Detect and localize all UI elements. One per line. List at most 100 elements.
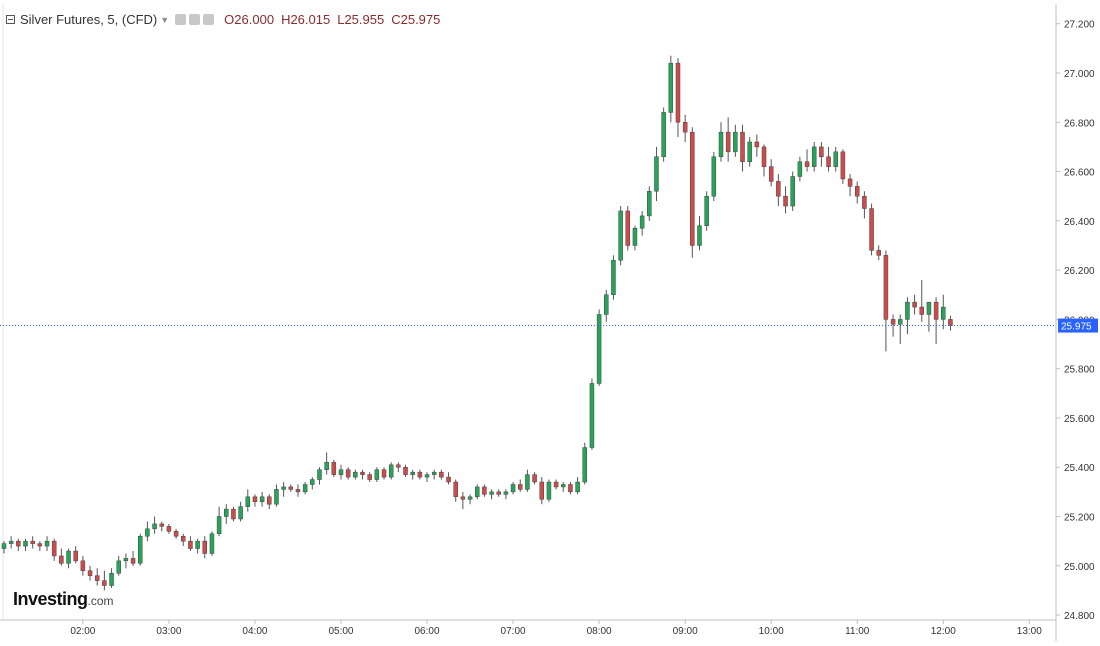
candle-body-up [410,471,415,475]
candle-body-up [274,489,279,505]
candle [639,210,645,236]
price-tick-label: 26.600 [1064,168,1095,179]
candle [302,482,308,495]
candle-body-up [797,161,803,177]
legend-low: L25.955 [337,12,384,27]
candle [252,494,258,507]
candle-body-up [238,506,243,520]
candle-body-down [804,161,810,167]
candle-body-down [761,146,767,167]
candle-body-down [252,496,258,502]
candle-body-down [439,471,444,478]
candle [776,174,781,207]
candle [890,314,896,337]
candle-body-down [181,535,186,542]
candle [697,215,702,251]
candle [1,541,7,554]
candle [295,484,301,497]
candle-body-down [854,186,860,197]
legend-low-value: 25.955 [344,12,385,27]
candle [388,462,394,480]
chart-legend: Silver Futures, 5, (CFD) ▼ O26.000 H26.0… [6,12,440,27]
time-axis[interactable]: 02:00 03:00 04:00 05:00 06:00 07:00 08:00 09:00… [70,620,1042,637]
candle [94,568,100,586]
candle [116,555,121,576]
candle-body-down [288,486,294,490]
collapse-icon[interactable] [6,15,15,24]
price-tick-label: 25.600 [1064,414,1095,425]
candle [166,523,172,534]
candle [238,501,243,522]
candle [539,477,544,505]
candle-body-down [482,486,487,495]
candle-body-down [345,469,351,478]
candle [604,289,609,322]
candle-body-down [496,491,501,495]
candle-body-up [833,151,838,167]
candle [668,55,674,123]
candle-body-down [768,166,774,182]
candle [675,58,681,138]
price-tick-label: 25.800 [1064,365,1095,376]
candle-body-up [310,479,315,485]
legend-close-value: 25.975 [400,12,441,27]
candle [804,149,810,172]
legend-high: H26.015 [281,12,330,27]
settings-icon[interactable] [189,14,201,25]
candle [819,141,824,167]
price-tick-label: 25.400 [1064,463,1095,474]
candle-body-up [489,491,494,495]
price-tick-label: 27.000 [1064,69,1095,80]
price-tick-label: 27.200 [1064,20,1095,31]
candle [826,146,831,172]
candle [840,149,846,184]
candle-body-up [604,294,609,315]
eye-icon[interactable] [175,14,187,25]
candle [503,489,509,500]
candle-body-down [754,141,760,148]
candle [159,521,164,532]
candle-body-up [424,474,430,478]
candle [754,134,760,157]
candle [410,469,415,480]
investing-logo: Investing .com [13,589,114,610]
chevron-down-icon[interactable]: ▼ [160,14,170,25]
candle-body-down [295,489,301,493]
candle [496,489,501,497]
candle [431,469,437,480]
candle [768,159,774,187]
price-axis[interactable]: 24.80025.00025.20025.40025.60025.80026.0… [1056,20,1098,622]
last-price-tag [1058,318,1098,333]
candle-body-up [926,301,932,315]
candle [611,255,616,300]
candle [59,548,64,566]
candle-body-up [618,210,623,261]
candle-body-down [883,255,889,320]
time-tick-label: 06:00 [415,626,440,637]
candle [181,533,186,547]
candle-body-down [862,195,867,209]
candle-body-down [869,208,874,251]
candle [525,469,530,492]
candle-body-down [460,496,466,500]
candle [123,553,129,569]
candle-body-up [510,484,516,493]
candle-body-down [675,62,681,123]
candle [704,191,709,231]
candle-body-down [826,156,831,167]
brand-name: Investing [13,589,88,609]
candle-body-up [697,225,702,246]
candle [87,565,93,581]
candle [202,536,208,559]
candle [797,156,803,182]
candle [647,186,652,221]
candle [546,479,552,502]
close-icon[interactable] [203,14,215,25]
price-tick-label: 24.800 [1064,611,1095,622]
candle-body-up [324,462,329,470]
legend-symbol[interactable]: Silver Futures, 5, (CFD) [20,12,158,27]
candle-body-up [353,471,358,478]
candle-body-up [216,516,222,535]
